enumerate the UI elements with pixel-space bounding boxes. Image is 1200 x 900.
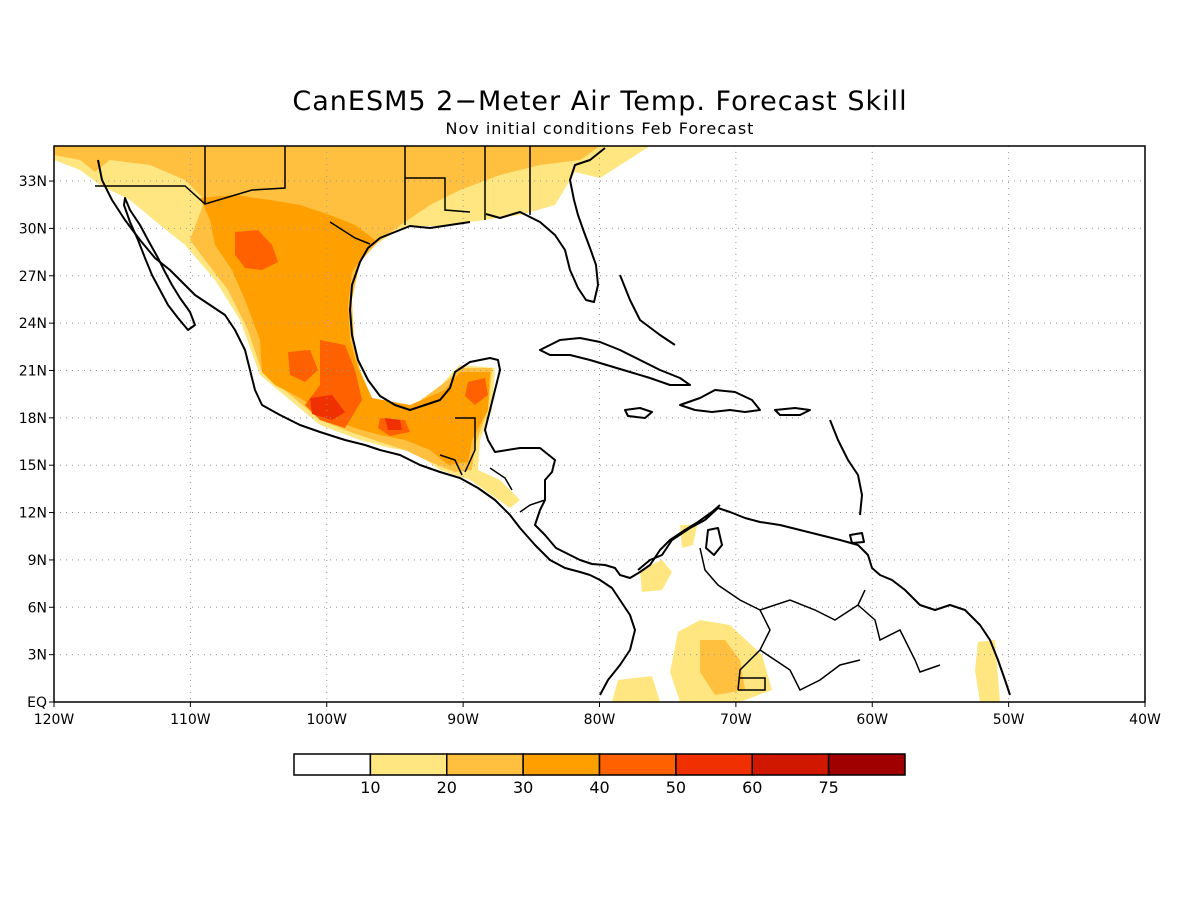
longitude-axis: 120W 110W 100W 90W 80W 70W 60W 50W 40W bbox=[34, 702, 1161, 728]
colorbar-swatch bbox=[369, 753, 448, 776]
lon-tick-label: 120W bbox=[34, 712, 75, 728]
colorbar-swatch bbox=[598, 753, 677, 776]
skill-shading bbox=[54, 146, 1000, 702]
map-title: CanESM5 2−Meter Air Temp. Forecast Skill bbox=[292, 86, 908, 117]
lat-tick-label: EQ bbox=[27, 695, 47, 711]
colorbar-label: 20 bbox=[437, 778, 457, 797]
colorbar-label: 10 bbox=[360, 778, 380, 797]
colorbar-label: 60 bbox=[742, 778, 762, 797]
lat-tick-label: 12N bbox=[19, 506, 47, 522]
lon-tick-label: 70W bbox=[720, 712, 752, 728]
colorbar-label: 75 bbox=[818, 778, 838, 797]
lat-tick-label: 9N bbox=[28, 553, 47, 569]
colorbar-label: 30 bbox=[513, 778, 533, 797]
lon-tick-label: 80W bbox=[584, 712, 616, 728]
lon-tick-label: 40W bbox=[1129, 712, 1161, 728]
colorbar-label: 50 bbox=[666, 778, 686, 797]
lon-tick-label: 60W bbox=[856, 712, 888, 728]
lat-tick-label: 33N bbox=[19, 174, 47, 190]
colorbar: 10 20 30 40 50 60 75 bbox=[293, 753, 906, 797]
lon-tick-label: 110W bbox=[170, 712, 211, 728]
lat-tick-label: 27N bbox=[19, 269, 47, 285]
lon-tick-label: 100W bbox=[306, 712, 347, 728]
lat-tick-label: 6N bbox=[28, 600, 47, 616]
lon-tick-label: 90W bbox=[447, 712, 479, 728]
colorbar-label: 40 bbox=[589, 778, 609, 797]
colorbar-swatch bbox=[751, 753, 830, 776]
colorbar-swatch bbox=[827, 753, 906, 776]
lon-tick-label: 50W bbox=[993, 712, 1025, 728]
country-borders bbox=[95, 146, 941, 692]
lat-tick-label: 15N bbox=[19, 458, 47, 474]
lat-tick-label: 21N bbox=[19, 363, 47, 379]
colorbar-swatch bbox=[446, 753, 524, 776]
lat-tick-label: 24N bbox=[19, 316, 47, 332]
colorbar-swatch bbox=[675, 753, 753, 776]
lat-tick-label: 18N bbox=[19, 411, 47, 427]
colorbar-swatch bbox=[293, 753, 372, 776]
map-subtitle: Nov initial conditions Feb Forecast bbox=[445, 119, 755, 138]
lat-tick-label: 30N bbox=[19, 221, 47, 237]
latitude-axis: EQ 3N 6N 9N 12N 15N 18N 21N 24N 27N 30N 33N bbox=[19, 174, 54, 711]
colorbar-swatch bbox=[522, 753, 601, 776]
lat-tick-label: 3N bbox=[28, 648, 47, 664]
coastlines bbox=[97, 147, 1011, 696]
